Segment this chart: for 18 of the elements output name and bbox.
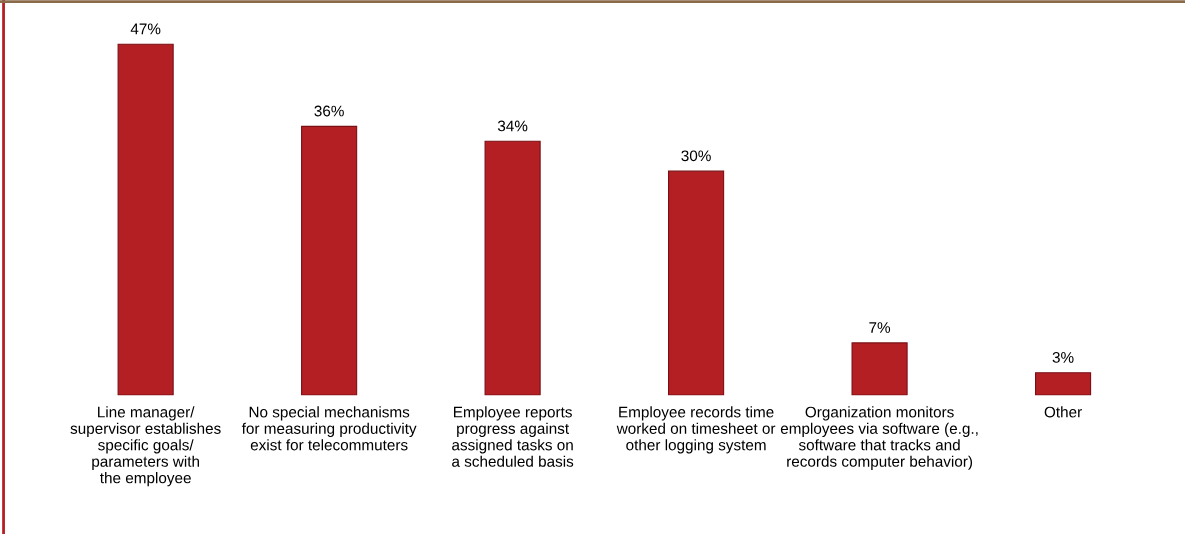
bar <box>851 342 908 396</box>
data-label: 47% <box>130 23 161 35</box>
bar <box>484 140 541 396</box>
bar <box>117 43 174 396</box>
x-tick-label: Employee reports progress against assigned tasks on a scheduled basis <box>452 406 574 467</box>
data-label: 3% <box>1052 351 1074 363</box>
data-label: 30% <box>681 150 711 162</box>
x-tick-label: Line manager/ supervisor establishes specific goals/ parameters with the employee <box>70 406 221 487</box>
data-label: 7% <box>869 322 891 333</box>
data-label: 36% <box>314 105 344 117</box>
x-tick-label: No special mechanisms for measuring productivity exist for telecommuters <box>241 406 417 451</box>
data-label: 34% <box>497 120 528 132</box>
bar <box>1034 372 1092 396</box>
bar <box>301 125 358 396</box>
x-tick-label: Organization monitors employees via software (e.g., software that tracks and records computer behavior) <box>780 406 978 470</box>
bar <box>668 170 725 396</box>
x-tick-label: Employee records time worked on timesheet or other logging system <box>616 406 776 454</box>
x-tick-label: Other <box>1044 406 1082 418</box>
